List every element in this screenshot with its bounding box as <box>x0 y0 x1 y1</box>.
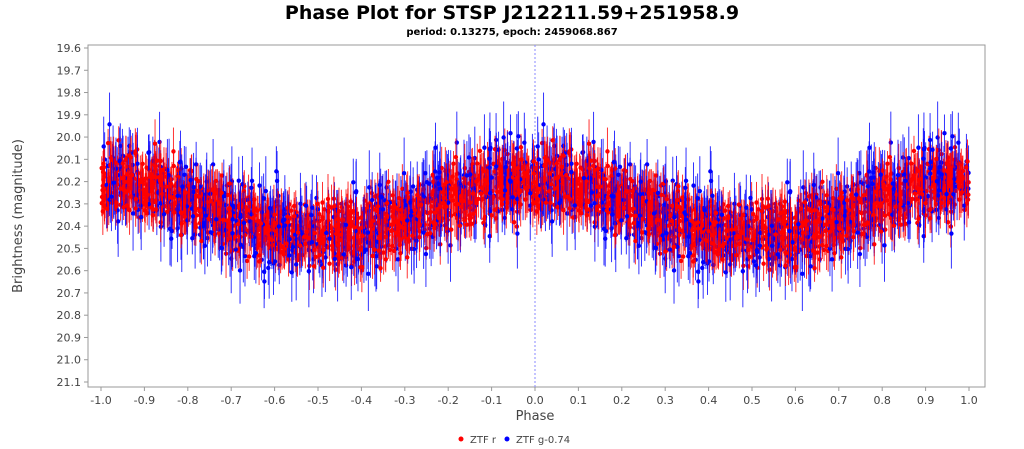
y-tick-label: 21.0 <box>57 354 82 367</box>
y-tick-label: 20.7 <box>57 287 82 300</box>
x-tick-label: -0.9 <box>134 394 155 407</box>
legend-label-g: ZTF g-0.74 <box>516 435 570 446</box>
y-tick-label: 19.9 <box>57 109 82 122</box>
x-tick-label: -0.3 <box>394 394 415 407</box>
y-tick-label: 19.6 <box>57 42 82 55</box>
x-axis-label: Phase <box>516 409 555 424</box>
point-ztf-r <box>386 168 391 195</box>
x-tick-label: 0.8 <box>873 394 891 407</box>
point-ztf-g <box>925 168 931 224</box>
x-tick-label: -0.6 <box>264 394 285 407</box>
x-tick-label: -0.2 <box>437 394 458 407</box>
x-tick-label: 0.4 <box>700 394 718 407</box>
y-tick-label: 20.3 <box>57 198 82 211</box>
x-tick-label: 0.7 <box>830 394 848 407</box>
x-tick-label: 0.5 <box>743 394 761 407</box>
x-tick-label: 1.0 <box>960 394 978 407</box>
y-tick-label: 20.5 <box>57 242 82 255</box>
x-tick-label: 0.1 <box>570 394 588 407</box>
point-ztf-r <box>910 180 915 218</box>
y-tick-label: 19.8 <box>57 87 82 100</box>
y-axis-label: Brightness (magnitude) <box>11 139 26 293</box>
point-ztf-r <box>680 242 686 271</box>
point-ztf-g <box>257 162 262 209</box>
y-tick-label: 20.9 <box>57 331 82 344</box>
x-tick-label: 0.2 <box>613 394 631 407</box>
y-tick-label: 20.1 <box>57 153 82 166</box>
point-ztf-r <box>911 135 917 167</box>
chart-title: Phase Plot for STSP J212211.59+251958.9 <box>285 2 739 24</box>
x-tick-label: -0.4 <box>351 394 372 407</box>
y-tick-label: 20.0 <box>57 131 82 144</box>
y-tick-label: 19.7 <box>57 64 82 77</box>
x-tick-label: 0.6 <box>787 394 805 407</box>
y-tick-label: 20.4 <box>57 220 82 233</box>
point-ztf-g <box>942 114 947 152</box>
x-tick-label: -0.5 <box>307 394 328 407</box>
y-tick-label: 21.1 <box>57 376 82 389</box>
y-tick-label: 20.2 <box>57 176 82 189</box>
x-tick-label: 0.9 <box>917 394 935 407</box>
y-tick-label: 20.6 <box>57 265 82 278</box>
x-tick-label: 0.3 <box>656 394 674 407</box>
x-tick-label: -0.8 <box>177 394 198 407</box>
x-tick-label: -0.7 <box>220 394 241 407</box>
x-tick-label: -0.1 <box>481 394 502 407</box>
legend-marker-r <box>458 436 464 442</box>
x-tick-label: -1.0 <box>90 394 111 407</box>
y-tick-label: 20.8 <box>57 309 82 322</box>
chart-subtitle: period: 0.13275, epoch: 2459068.867 <box>406 27 617 38</box>
legend-label-r: ZTF r <box>470 435 497 446</box>
legend-marker-g <box>504 436 510 442</box>
point-ztf-r <box>244 243 250 279</box>
point-ztf-g <box>107 92 112 157</box>
x-tick-label: 0.0 <box>526 394 544 407</box>
